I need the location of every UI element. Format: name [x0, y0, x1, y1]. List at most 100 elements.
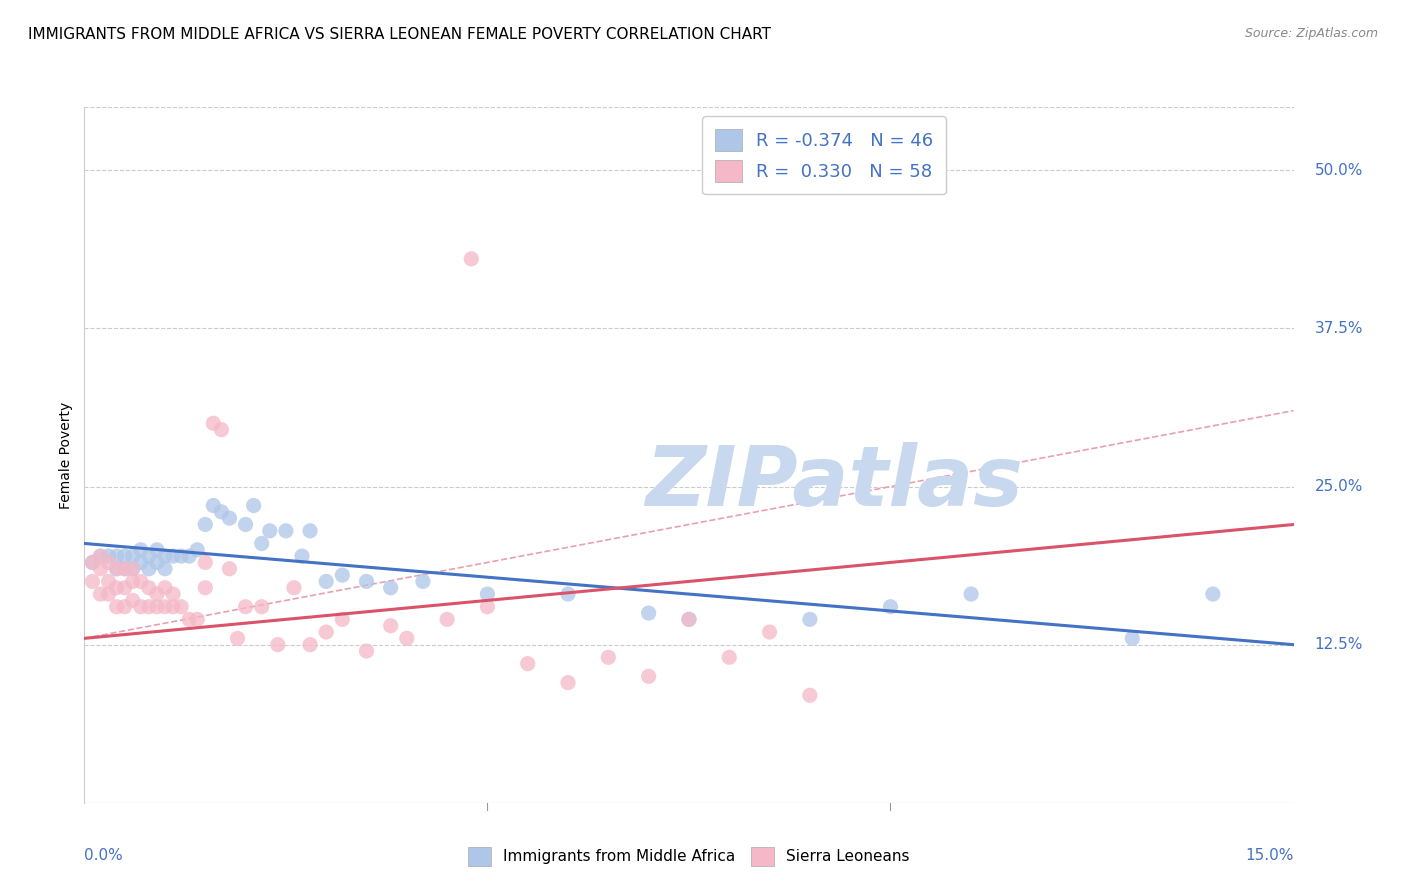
- Point: [129, 556, 152, 570]
- Point: [637, 606, 659, 620]
- Point: [879, 599, 901, 614]
- Point: [412, 574, 434, 589]
- Point: [138, 581, 160, 595]
- Point: [356, 644, 378, 658]
- Point: [218, 511, 240, 525]
- Point: [82, 556, 104, 570]
- Point: [121, 549, 143, 563]
- Legend: Immigrants from Middle Africa, Sierra Leoneans: Immigrants from Middle Africa, Sierra Le…: [463, 841, 915, 871]
- Point: [162, 587, 184, 601]
- Point: [162, 549, 184, 563]
- Point: [129, 599, 152, 614]
- Text: 25.0%: 25.0%: [1315, 479, 1362, 494]
- Point: [242, 499, 264, 513]
- Point: [146, 542, 169, 557]
- Point: [89, 587, 111, 601]
- Point: [274, 524, 297, 538]
- Point: [315, 574, 337, 589]
- Point: [235, 517, 257, 532]
- Point: [170, 549, 193, 563]
- Point: [186, 612, 208, 626]
- Point: [267, 638, 290, 652]
- Point: [153, 562, 176, 576]
- Point: [202, 499, 225, 513]
- Point: [718, 650, 741, 665]
- Point: [97, 556, 120, 570]
- Point: [799, 612, 821, 626]
- Text: 37.5%: 37.5%: [1315, 321, 1362, 336]
- Point: [799, 688, 821, 702]
- Point: [330, 568, 353, 582]
- Point: [153, 581, 176, 595]
- Point: [89, 549, 111, 563]
- Text: 15.0%: 15.0%: [1246, 848, 1294, 863]
- Point: [678, 612, 700, 626]
- Point: [557, 587, 579, 601]
- Point: [678, 612, 700, 626]
- Point: [380, 618, 402, 632]
- Point: [299, 638, 322, 652]
- Point: [105, 562, 128, 576]
- Point: [1121, 632, 1143, 646]
- Point: [598, 650, 620, 665]
- Point: [162, 599, 184, 614]
- Point: [250, 599, 273, 614]
- Point: [209, 423, 232, 437]
- Text: 12.5%: 12.5%: [1315, 637, 1362, 652]
- Point: [97, 549, 120, 563]
- Point: [89, 562, 111, 576]
- Point: [960, 587, 983, 601]
- Point: [121, 562, 143, 576]
- Text: 0.0%: 0.0%: [84, 848, 124, 863]
- Point: [153, 599, 176, 614]
- Point: [202, 417, 225, 431]
- Text: IMMIGRANTS FROM MIDDLE AFRICA VS SIERRA LEONEAN FEMALE POVERTY CORRELATION CHART: IMMIGRANTS FROM MIDDLE AFRICA VS SIERRA …: [28, 27, 770, 42]
- Point: [477, 587, 499, 601]
- Point: [1202, 587, 1225, 601]
- Point: [356, 574, 378, 589]
- Text: ZIPatlas: ZIPatlas: [645, 442, 1024, 524]
- Text: Source: ZipAtlas.com: Source: ZipAtlas.com: [1244, 27, 1378, 40]
- Point: [516, 657, 538, 671]
- Point: [179, 612, 201, 626]
- Point: [97, 574, 120, 589]
- Point: [121, 574, 143, 589]
- Point: [138, 599, 160, 614]
- Point: [82, 574, 104, 589]
- Point: [105, 562, 128, 576]
- Point: [395, 632, 418, 646]
- Point: [209, 505, 232, 519]
- Point: [557, 675, 579, 690]
- Point: [82, 556, 104, 570]
- Point: [129, 542, 152, 557]
- Point: [105, 581, 128, 595]
- Point: [194, 556, 217, 570]
- Point: [105, 599, 128, 614]
- Point: [146, 599, 169, 614]
- Point: [283, 581, 305, 595]
- Point: [153, 549, 176, 563]
- Point: [121, 562, 143, 576]
- Point: [299, 524, 322, 538]
- Point: [146, 556, 169, 570]
- Point: [218, 562, 240, 576]
- Point: [436, 612, 458, 626]
- Point: [194, 581, 217, 595]
- Point: [186, 542, 208, 557]
- Point: [194, 517, 217, 532]
- Point: [250, 536, 273, 550]
- Point: [259, 524, 281, 538]
- Point: [477, 599, 499, 614]
- Text: 50.0%: 50.0%: [1315, 163, 1362, 178]
- Point: [129, 574, 152, 589]
- Point: [138, 562, 160, 576]
- Point: [114, 599, 136, 614]
- Point: [460, 252, 482, 266]
- Point: [105, 549, 128, 563]
- Point: [170, 599, 193, 614]
- Point: [758, 625, 780, 640]
- Point: [226, 632, 249, 646]
- Point: [121, 593, 143, 607]
- Point: [380, 581, 402, 595]
- Point: [146, 587, 169, 601]
